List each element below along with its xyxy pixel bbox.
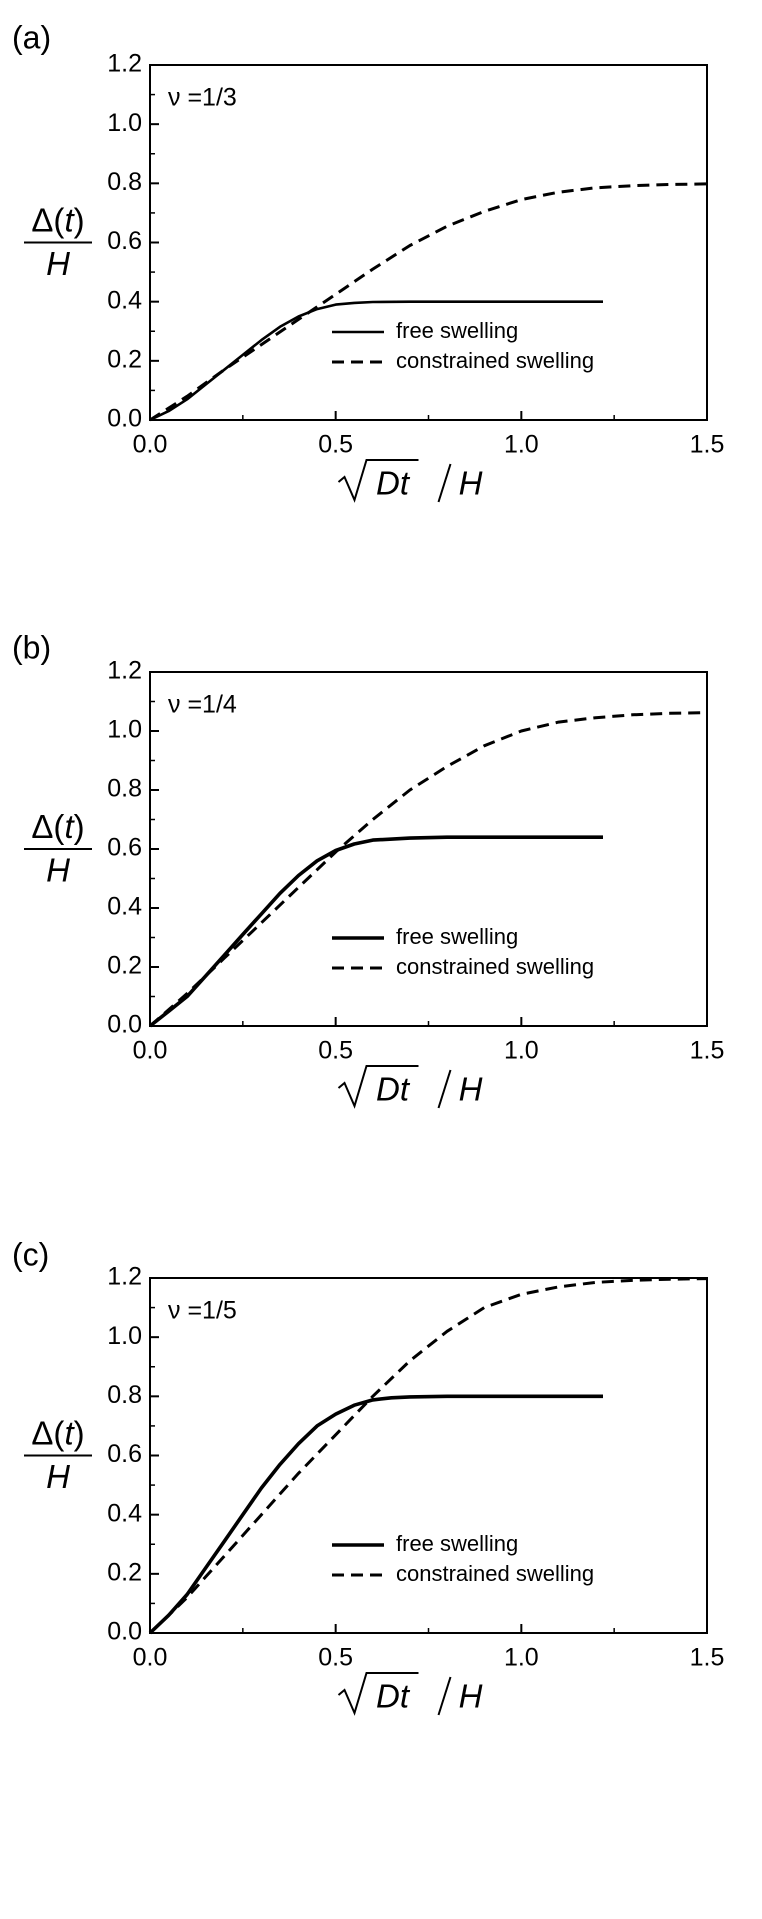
x-label-radical [337, 459, 419, 503]
panel-label: (a) [12, 19, 51, 55]
x-label-radical [337, 1065, 419, 1109]
chart-panel-a: (a) 0.0 0.2 0.4 0.6 0.8 1.0 1.2 0.0 0.5 1.0 1.5 ν =1… [12, 19, 725, 503]
legend-label: constrained swelling [396, 954, 594, 979]
y-label-delta: Δ( [31, 808, 64, 845]
y-tick-label: 0.0 [107, 405, 142, 433]
y-tick-label: 0.8 [107, 1381, 142, 1409]
legend-label: constrained swelling [396, 348, 594, 373]
y-label-t: t [64, 201, 75, 238]
x-label-slash [437, 463, 452, 503]
x-axis-label-denominator: H [459, 1678, 483, 1715]
y-axis-label-denominator: H [46, 245, 70, 282]
y-tick-label: 0.6 [107, 1440, 142, 1468]
y-tick-label: 0.2 [107, 1558, 142, 1586]
series-line-constrained-swelling [149, 182, 708, 422]
x-tick-label: 0.0 [133, 431, 168, 459]
y-tick-label: 0.4 [107, 893, 142, 921]
y-axis-label-denominator: H [46, 1458, 70, 1495]
y-tick-label: 0.4 [107, 286, 142, 314]
legend-label: free swelling [396, 924, 518, 949]
x-tick-label: 0.5 [318, 1644, 353, 1672]
y-tick-label: 0.6 [107, 227, 142, 255]
x-tick-label: 1.5 [690, 1037, 725, 1065]
y-tick-label: 1.0 [107, 716, 142, 744]
panel-label: (b) [12, 629, 51, 665]
legend-label: constrained swelling [396, 1561, 594, 1586]
x-tick-label: 1.5 [690, 431, 725, 459]
y-tick-label: 1.2 [107, 657, 142, 685]
x-tick-label: 1.5 [690, 1644, 725, 1672]
y-tick-label: 1.2 [107, 1263, 142, 1291]
y-axis-label-denominator: H [46, 852, 70, 889]
y-label-paren: ) [74, 808, 85, 845]
panel-label: (c) [12, 1236, 49, 1272]
chart-panel-c: (c) 0.0 0.2 0.4 0.6 0.8 1.0 1.2 0.0 0.5 1.0 1.5 ν =1… [12, 1236, 725, 1716]
series-line-free-swelling [148, 1394, 603, 1635]
y-label-paren: ) [74, 201, 85, 238]
x-label-slash [437, 1676, 452, 1716]
x-tick-label: 1.0 [504, 431, 539, 459]
y-label-paren: ) [74, 1414, 85, 1451]
x-axis-label-denominator: H [459, 465, 483, 502]
x-tick-label: 1.0 [504, 1037, 539, 1065]
x-axis-label-radicand: Dt [376, 465, 411, 502]
y-tick-label: 0.0 [107, 1618, 142, 1646]
x-label-slash [437, 1069, 452, 1109]
nu-annotation: ν =1/5 [168, 1297, 237, 1325]
y-tick-label: 0.0 [107, 1011, 142, 1039]
series-line-constrained-swelling [149, 711, 708, 1028]
y-tick-label: 0.4 [107, 1499, 142, 1527]
y-tick-label: 0.8 [107, 775, 142, 803]
legend-label: free swelling [396, 1531, 518, 1556]
y-tick-label: 1.0 [107, 1322, 142, 1350]
x-tick-label: 0.5 [318, 1037, 353, 1065]
x-tick-label: 0.5 [318, 431, 353, 459]
legend-label: free swelling [396, 318, 518, 343]
y-label-t: t [64, 1414, 75, 1451]
x-axis-label-denominator: H [459, 1071, 483, 1108]
x-tick-label: 0.0 [133, 1037, 168, 1065]
y-tick-label: 1.2 [107, 50, 142, 78]
y-axis-label-numerator: Δ(t) [31, 808, 84, 845]
x-label-radical [337, 1672, 419, 1716]
nu-annotation: ν =1/4 [168, 691, 237, 719]
x-axis-label-radicand: Dt [376, 1678, 411, 1715]
y-tick-label: 0.2 [107, 345, 142, 373]
series-line-constrained-swelling [148, 1277, 708, 1635]
x-tick-label: 0.0 [133, 1644, 168, 1672]
y-tick-label: 0.2 [107, 952, 142, 980]
y-tick-label: 0.8 [107, 168, 142, 196]
y-tick-label: 0.6 [107, 834, 142, 862]
y-tick-label: 1.0 [107, 109, 142, 137]
y-label-delta: Δ( [31, 201, 64, 238]
chart-panel-b: (b) 0.0 0.2 0.4 0.6 0.8 1.0 1.2 0.0 0.5 1.0 1.5 ν =1… [12, 629, 725, 1109]
nu-annotation: ν =1/3 [168, 84, 237, 112]
x-axis-label-radicand: Dt [376, 1071, 411, 1108]
y-axis-label-numerator: Δ(t) [31, 201, 84, 238]
y-axis-label-numerator: Δ(t) [31, 1414, 84, 1451]
x-tick-label: 1.0 [504, 1644, 539, 1672]
series-line-free-swelling [148, 835, 603, 1028]
y-label-delta: Δ( [31, 1414, 64, 1451]
y-label-t: t [64, 808, 75, 845]
